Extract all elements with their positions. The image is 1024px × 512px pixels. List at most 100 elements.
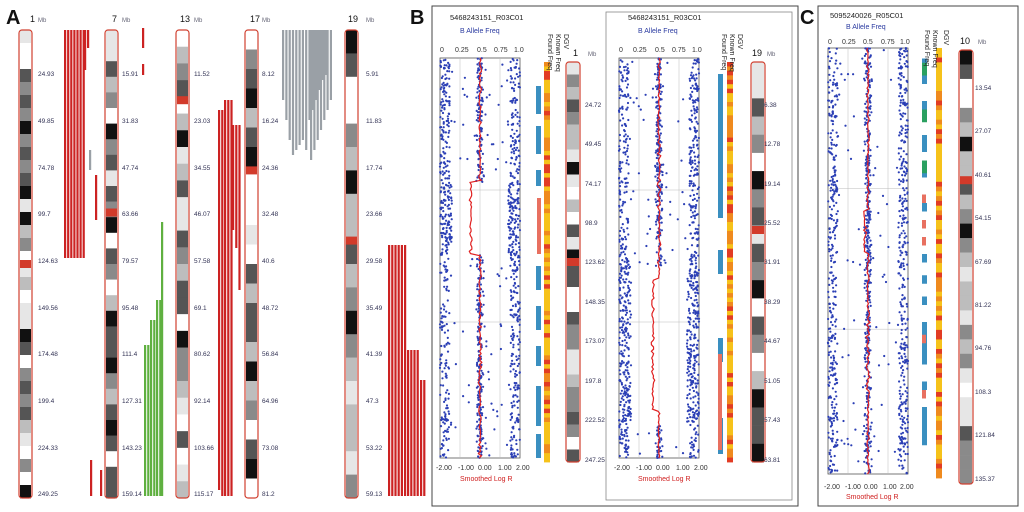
data-point: [693, 217, 697, 220]
data-point: [901, 202, 904, 205]
data-point: [477, 307, 480, 310]
data-point: [621, 354, 624, 357]
data-point: [660, 217, 663, 220]
chr19-tick: 11.83: [366, 118, 382, 125]
cnv-segment-bar: [224, 100, 227, 496]
data-point: [901, 139, 904, 142]
b1-mb-tick: 247.25: [585, 457, 605, 464]
data-point: [618, 362, 622, 365]
b2-mb-ticks: 6.38 12.78 19.14 25.52 31.91 38.29 44.67…: [764, 102, 781, 464]
chromosome-band: [20, 43, 31, 57]
data-point: [443, 190, 447, 193]
data-point: [447, 117, 450, 120]
cnv-segment-bar: [235, 125, 238, 248]
data-point: [689, 194, 692, 197]
data-point: [830, 248, 833, 251]
data-point: [689, 378, 692, 381]
data-point: [681, 191, 684, 194]
dgv-segment: [727, 159, 733, 165]
data-point: [517, 75, 520, 78]
data-point: [477, 358, 480, 361]
dgv-segment: [544, 453, 550, 458]
data-point: [687, 365, 690, 368]
data-point: [828, 60, 832, 63]
data-point: [445, 243, 448, 247]
data-point: [904, 50, 907, 53]
data-point: [897, 272, 900, 275]
data-point: [697, 254, 700, 257]
data-point: [903, 232, 906, 235]
data-point: [690, 169, 693, 173]
data-point: [624, 238, 628, 241]
data-point: [906, 359, 910, 363]
data-point: [665, 186, 668, 189]
chr13-ticks: 11.52 23.03 34.55 46.07 57.58 69.1 80.62…: [194, 71, 214, 498]
data-point: [863, 77, 866, 80]
dgv-segment: [936, 114, 942, 121]
chromosome-band: [106, 310, 117, 327]
dgv-segment: [936, 277, 942, 283]
data-point: [479, 283, 482, 286]
data-point: [691, 99, 694, 102]
data-point: [440, 199, 443, 203]
data-point: [864, 52, 868, 56]
data-point: [512, 233, 516, 236]
data-point: [510, 113, 513, 116]
data-point: [441, 106, 444, 109]
data-point: [513, 260, 517, 263]
b2-logr-tick: 0.00: [656, 465, 670, 472]
b2-chrom-number: 19: [752, 48, 762, 58]
data-point: [838, 93, 841, 96]
data-point: [870, 440, 873, 443]
dgv-segment: [544, 248, 550, 254]
data-point: [666, 61, 669, 64]
data-point: [447, 131, 450, 134]
data-point: [514, 148, 518, 152]
data-point: [835, 362, 839, 365]
data-point: [833, 226, 836, 229]
b1-logr-tick: 2.00: [516, 465, 530, 472]
chromosome-band: [346, 381, 357, 405]
data-point: [899, 404, 902, 407]
data-point: [621, 105, 624, 108]
data-point: [868, 47, 872, 50]
data-point: [692, 445, 696, 448]
chromosome-band: [346, 240, 357, 265]
data-point: [508, 184, 511, 187]
chromosome-band: [960, 136, 972, 152]
data-point: [689, 384, 692, 387]
chromosome-1-ideogram: [18, 29, 33, 499]
data-point: [440, 101, 443, 104]
data-point: [905, 199, 908, 202]
chromosome-band: [246, 381, 257, 401]
data-point: [687, 293, 690, 296]
b2-sample-name: 5468243151_R03C01: [628, 13, 701, 22]
dgv-segment: [727, 346, 733, 352]
data-point: [618, 189, 621, 192]
chromosome-band: [20, 95, 31, 109]
chromosome-band: [20, 277, 31, 291]
data-point: [690, 284, 694, 287]
data-point: [865, 155, 868, 158]
data-point: [627, 172, 630, 175]
b2-mb-tick: 12.78: [764, 141, 781, 148]
c-logr-tick: -1.00: [845, 484, 861, 491]
data-point: [830, 257, 833, 260]
data-point: [691, 211, 694, 214]
dgv-segment: [936, 291, 942, 297]
data-point: [618, 336, 621, 340]
data-point: [903, 296, 906, 299]
dgv-segment: [936, 258, 942, 264]
cnv-segment-bar: [159, 300, 162, 496]
cnv-segment-bar: [308, 30, 311, 120]
data-point: [471, 258, 474, 261]
data-point: [618, 181, 621, 184]
data-point: [443, 367, 446, 370]
data-point: [637, 105, 640, 108]
dgv-segment: [936, 306, 942, 312]
data-point: [446, 160, 449, 163]
data-point: [689, 151, 692, 154]
chr13-tick: 11.52: [194, 71, 210, 78]
data-point: [440, 86, 443, 89]
chr19-tick: 59.13: [366, 491, 383, 498]
